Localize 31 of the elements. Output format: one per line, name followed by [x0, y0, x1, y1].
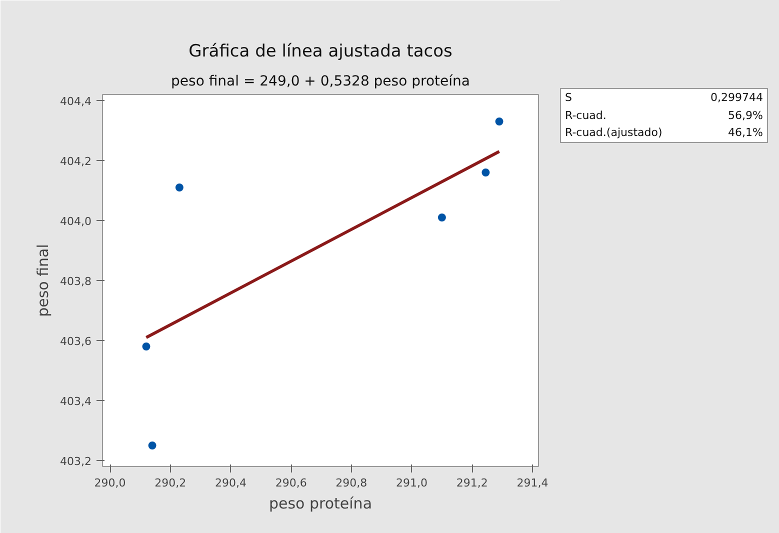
y-tick-label: 404,4 — [60, 95, 92, 108]
point — [495, 118, 504, 126]
y-tick-label: 403,6 — [60, 335, 92, 348]
text: 56,9% — [727, 108, 764, 124]
x-tick-label: 291,2 — [456, 476, 488, 490]
text: S — [564, 90, 573, 106]
point — [482, 168, 490, 176]
x-tick-label: 290,4 — [214, 476, 246, 490]
x-axis-title: peso proteína — [268, 494, 372, 512]
y-tick-label: 404,0 — [60, 215, 92, 228]
x-tick-label: 290,6 — [275, 476, 307, 490]
y-tick-label: 403,8 — [60, 275, 92, 288]
text: R-cuad. — [564, 108, 608, 124]
text: R-cuad.(ajustado) — [564, 125, 664, 142]
y-axis-title: peso final — [34, 244, 52, 317]
y-tick-label: 403,2 — [60, 455, 92, 468]
chart-title: Gráfica de línea ajustada tacos — [188, 42, 453, 62]
y-tick-label: 404,2 — [60, 155, 92, 168]
text: 46,1% — [727, 125, 764, 142]
x-tick-label: 290,8 — [336, 476, 368, 490]
point — [438, 214, 446, 222]
x-tick-label: 290,2 — [154, 476, 186, 490]
x-tick-label: 291,4 — [516, 476, 548, 490]
chart-subtitle: peso final = 249,0 + 0,5328 peso proteína — [171, 74, 470, 90]
x-tick-label: 290,0 — [94, 476, 126, 490]
point — [142, 342, 150, 350]
x-tick-label: 291,0 — [396, 476, 428, 490]
point — [148, 442, 156, 450]
y-tick-label: 403,4 — [60, 395, 92, 408]
point — [175, 184, 184, 192]
text: 0,299744 — [710, 90, 764, 106]
